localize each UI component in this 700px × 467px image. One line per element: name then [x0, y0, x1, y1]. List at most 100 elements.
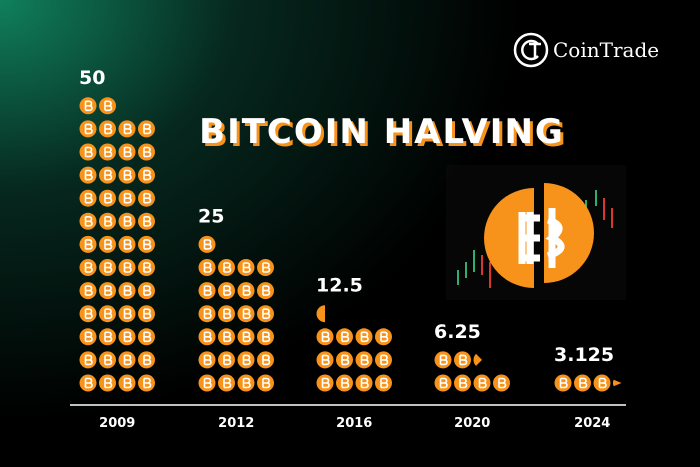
- coin-symbol: [242, 377, 251, 389]
- coin-symbol: [203, 285, 212, 296]
- coin-symbol: [104, 146, 113, 158]
- coin-symbol: [104, 123, 113, 135]
- value-label: 50: [79, 67, 105, 89]
- coin-symbol: [84, 308, 93, 319]
- coin-symbol: [380, 331, 389, 343]
- coin-symbol: [123, 331, 132, 343]
- coin-symbol: [579, 377, 588, 389]
- coin-symbol: [262, 308, 271, 319]
- x-tick-label: 2012: [218, 416, 254, 431]
- coin-symbol: [598, 377, 607, 389]
- coin-symbol: [203, 308, 212, 319]
- coin-symbol: [104, 262, 113, 273]
- coin-symbol: [143, 285, 152, 296]
- coin-symbol: [104, 216, 113, 227]
- coin-symbol: [143, 308, 152, 319]
- coin-symbol: [104, 192, 113, 204]
- coin-symbol: [123, 216, 132, 227]
- value-label: 6.25: [434, 321, 481, 343]
- coin-symbol: [223, 354, 232, 366]
- coin-symbol: [242, 262, 251, 273]
- x-tick-label: 2016: [336, 416, 372, 431]
- coin-symbol: [123, 192, 132, 204]
- coin-symbol: [143, 354, 152, 366]
- coin-symbol: [380, 377, 389, 389]
- bitcoin-illustration: [446, 165, 626, 300]
- coin-symbol: [123, 308, 132, 319]
- coin-symbol: [360, 377, 369, 389]
- coin-group: [316, 305, 392, 392]
- coin-symbol: [84, 285, 93, 296]
- coin-symbol: [203, 331, 212, 343]
- coin-symbol: [104, 354, 113, 366]
- coin-symbol: [84, 331, 93, 343]
- coin-symbol: [360, 331, 369, 343]
- coin-symbol: [104, 239, 113, 250]
- coin-symbol: [143, 331, 152, 343]
- value-label: 25: [198, 205, 224, 227]
- partial-coin: [473, 353, 482, 366]
- x-tick-label: 2020: [454, 416, 490, 431]
- coin-symbol: [143, 192, 152, 204]
- x-tick-label: 2009: [99, 416, 135, 431]
- coin-symbol: [123, 169, 132, 181]
- chart-title: BITCOIN HALVING: [199, 112, 565, 152]
- partial-coin: [613, 379, 622, 387]
- x-tick-label: 2024: [574, 416, 610, 431]
- coin-group: [79, 97, 155, 392]
- coin-symbol: [341, 354, 350, 366]
- coin-symbol: [223, 262, 232, 273]
- coin-symbol: [459, 354, 468, 366]
- coin-symbol: [143, 262, 152, 273]
- coin-symbol: [143, 216, 152, 227]
- coin-symbol: [321, 354, 330, 366]
- coin-symbol: [104, 308, 113, 319]
- coin-symbol: [84, 169, 93, 181]
- logo: [513, 32, 549, 68]
- coin-symbol: [478, 377, 487, 389]
- coin-symbol: [262, 354, 271, 366]
- coin-symbol: [123, 285, 132, 296]
- coin-symbol: [321, 331, 330, 343]
- coin-symbol: [498, 377, 507, 389]
- coin-symbol: [84, 192, 93, 204]
- coin-group: [554, 374, 622, 392]
- coin-symbol: [559, 377, 568, 389]
- coin-symbol: [203, 239, 212, 250]
- coin-symbol: [104, 169, 113, 181]
- coin-symbol: [439, 377, 448, 389]
- coin-symbol: [341, 331, 350, 343]
- coin-symbol: [123, 262, 132, 273]
- brand: CoinTrade: [553, 38, 659, 62]
- value-label: 3.125: [554, 344, 614, 366]
- coin-symbol: [84, 123, 93, 135]
- coin-symbol: [84, 354, 93, 366]
- coin-symbol: [242, 308, 251, 319]
- coin-symbol: [104, 377, 113, 389]
- coin-symbol: [360, 354, 369, 366]
- coin-symbol: [123, 146, 132, 158]
- coin-symbol: [123, 354, 132, 366]
- coin-symbol: [84, 239, 93, 250]
- coin-symbol: [84, 216, 93, 227]
- coin-symbol: [262, 285, 271, 296]
- coin-symbol: [459, 377, 468, 389]
- coin-symbol: [341, 377, 350, 389]
- coin-symbol: [84, 262, 93, 273]
- value-label: 12.5: [316, 275, 363, 297]
- coin-symbol: [104, 100, 113, 112]
- coin-symbol: [143, 123, 152, 135]
- coin-symbol: [242, 354, 251, 366]
- coin-symbol: [84, 377, 93, 389]
- coin-symbol: [223, 308, 232, 319]
- coin-symbol: [84, 100, 93, 112]
- coin-symbol: [143, 377, 152, 389]
- coin-symbol: [223, 285, 232, 296]
- coin-symbol: [262, 377, 271, 389]
- coin-symbol: [439, 354, 448, 366]
- coin-group: [434, 351, 510, 392]
- coin-symbol: [203, 377, 212, 389]
- coin-symbol: [143, 146, 152, 158]
- coin-symbol: [143, 169, 152, 181]
